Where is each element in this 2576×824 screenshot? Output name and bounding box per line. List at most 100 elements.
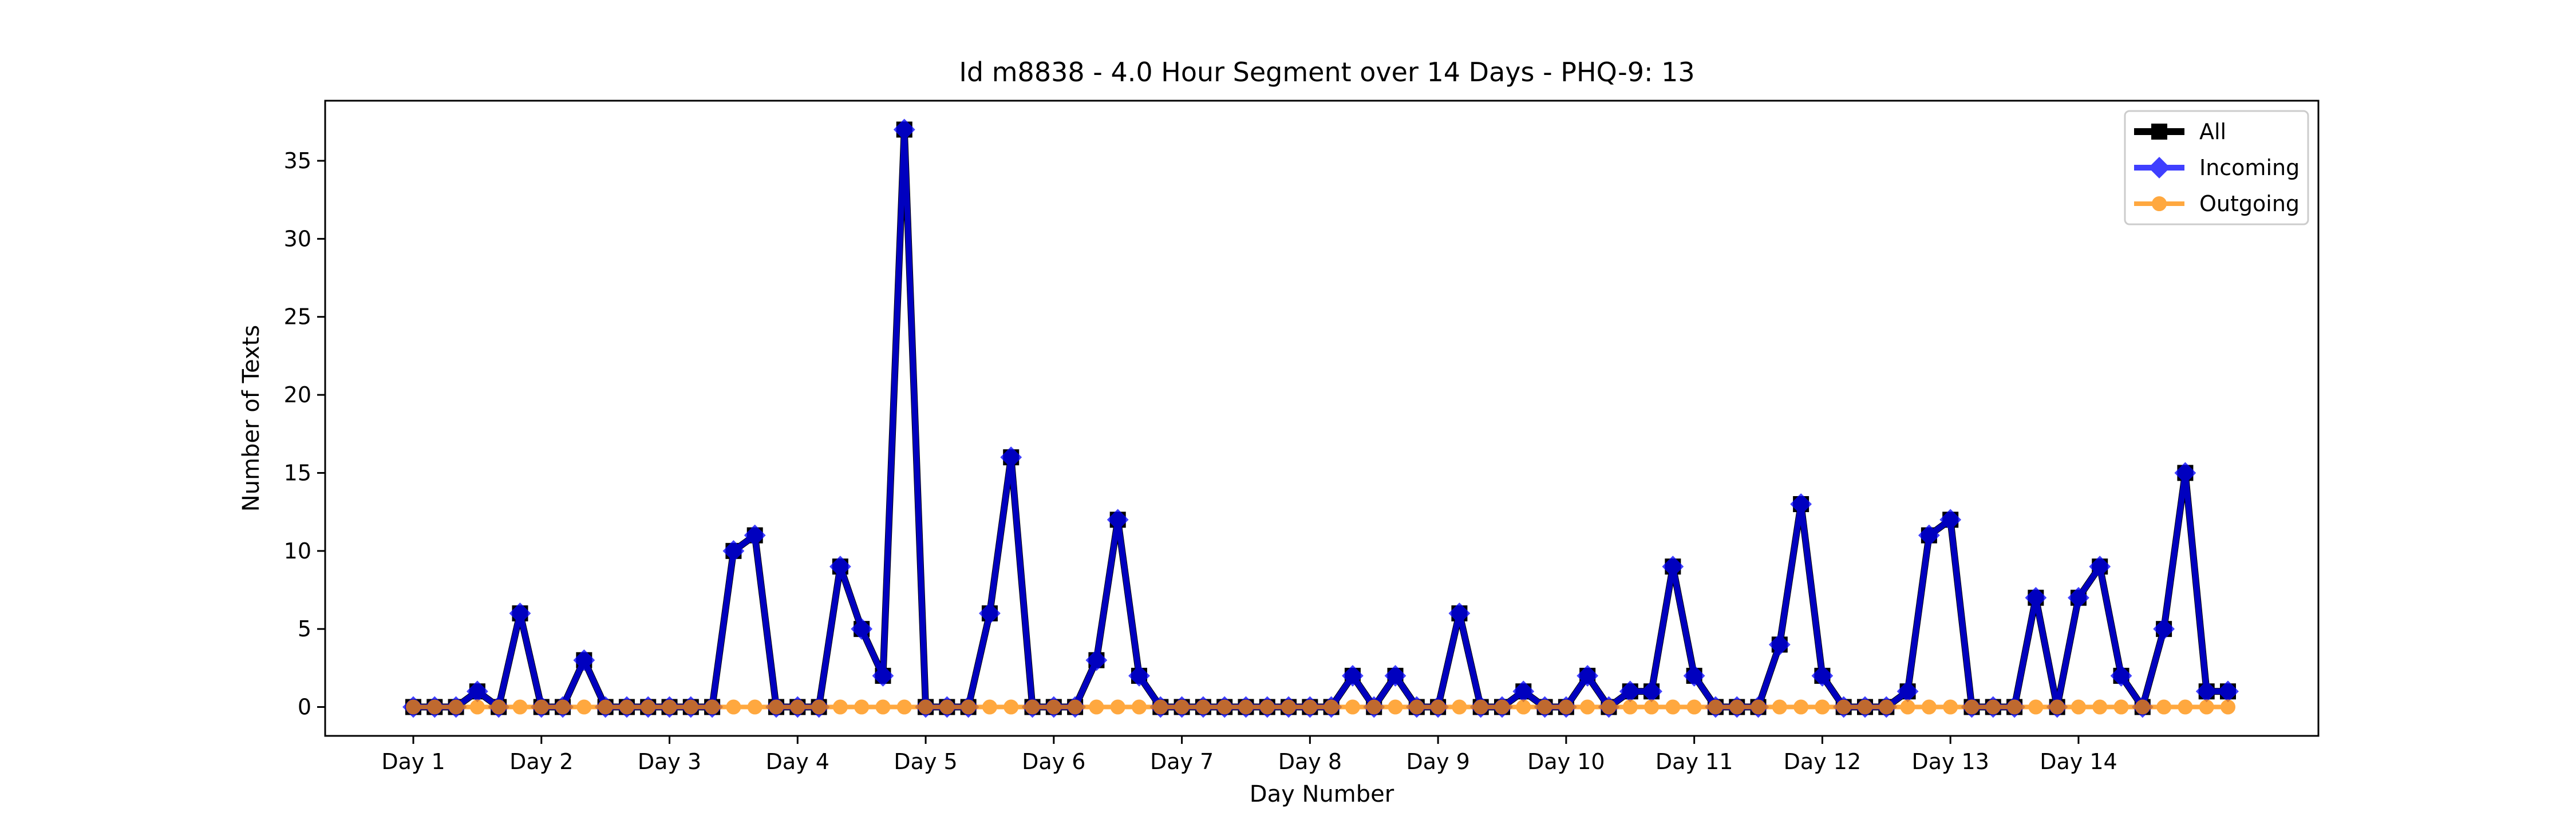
data-point-incoming — [1342, 665, 1364, 687]
data-point-outgoing — [1174, 699, 1190, 715]
x-tick-label: Day 4 — [766, 749, 829, 774]
data-point-outgoing — [769, 699, 784, 715]
data-point-outgoing — [491, 699, 507, 715]
data-point-outgoing — [1772, 699, 1787, 715]
data-point-outgoing — [726, 699, 741, 715]
data-point-outgoing — [1195, 699, 1211, 715]
data-point-incoming — [509, 602, 531, 624]
data-point-outgoing — [1217, 699, 1232, 715]
data-point-outgoing — [896, 699, 912, 715]
data-point-outgoing — [1452, 699, 1467, 715]
data-point-outgoing — [1516, 699, 1531, 715]
x-tick-label: Day 13 — [1911, 749, 1989, 774]
data-point-outgoing — [2071, 699, 2086, 715]
y-tick-label: 30 — [284, 226, 311, 251]
x-tick-label: Day 7 — [1150, 749, 1214, 774]
data-point-outgoing — [961, 699, 976, 715]
data-point-incoming — [1000, 446, 1022, 469]
data-point-outgoing — [2199, 699, 2214, 715]
x-tick-label: Day 5 — [894, 749, 957, 774]
data-point-incoming — [1790, 493, 1812, 515]
data-point-outgoing — [2156, 699, 2172, 715]
data-point-outgoing — [1473, 699, 1488, 715]
x-tick-label: Day 11 — [1656, 749, 1733, 774]
data-point-outgoing — [1366, 699, 1382, 715]
data-point-incoming — [1448, 602, 1471, 624]
data-point-outgoing — [1345, 699, 1360, 715]
data-point-outgoing — [2178, 699, 2193, 715]
data-point-incoming — [744, 524, 766, 546]
data-point-outgoing — [1729, 699, 1745, 715]
data-point-outgoing — [918, 699, 934, 715]
data-point-incoming — [573, 649, 595, 671]
data-point-outgoing — [512, 699, 528, 715]
x-tick-label: Day 12 — [1784, 749, 1861, 774]
data-point-outgoing — [1815, 699, 1830, 715]
legend-swatch-all — [2134, 124, 2184, 140]
data-point-outgoing — [2028, 699, 2044, 715]
data-point-outgoing — [1132, 699, 1147, 715]
data-point-outgoing — [1003, 699, 1019, 715]
plot-frame — [324, 100, 2320, 737]
data-point-outgoing — [705, 699, 720, 715]
data-point-outgoing — [1025, 699, 1040, 715]
x-tick-label: Day 8 — [1278, 749, 1342, 774]
data-point-outgoing — [1943, 699, 1958, 715]
data-point-incoming — [2068, 587, 2089, 609]
data-point-outgoing — [747, 699, 762, 715]
data-point-outgoing — [641, 699, 656, 715]
data-point-incoming — [2025, 587, 2047, 609]
data-point-outgoing — [469, 699, 485, 715]
legend-swatch-incoming — [2134, 157, 2184, 179]
data-point-outgoing — [1409, 699, 1424, 715]
data-point-outgoing — [427, 699, 442, 715]
data-point-outgoing — [2049, 699, 2065, 715]
data-point-incoming — [1683, 665, 1705, 687]
data-point-incoming — [979, 602, 1001, 624]
data-point-outgoing — [1921, 699, 1937, 715]
data-point-outgoing — [1985, 699, 2001, 715]
data-point-outgoing — [2221, 699, 2235, 715]
y-tick-label: 20 — [284, 382, 311, 407]
legend: All Incoming Outgoing — [2124, 110, 2309, 225]
data-point-outgoing — [1879, 699, 1894, 715]
data-point-outgoing — [576, 699, 592, 715]
y-tick-label: 5 — [298, 616, 311, 641]
data-point-incoming — [2089, 556, 2111, 578]
x-tick-label: Day 6 — [1022, 749, 1085, 774]
data-point-incoming — [2174, 462, 2196, 484]
data-point-outgoing — [1708, 699, 1723, 715]
data-point-incoming — [829, 556, 851, 578]
data-point-outgoing — [1259, 699, 1275, 715]
chart-title: Id m8838 - 4.0 Hour Segment over 14 Days… — [959, 57, 1694, 88]
data-point-outgoing — [854, 699, 870, 715]
y-axis-label: Number of Texts — [238, 325, 264, 512]
y-tick-label: 0 — [298, 695, 311, 720]
y-tick-label: 10 — [284, 538, 311, 564]
x-tick-label: Day 2 — [509, 749, 573, 774]
data-point-outgoing — [1281, 699, 1297, 715]
data-point-outgoing — [1558, 699, 1574, 715]
data-point-outgoing — [448, 699, 464, 715]
data-point-outgoing — [1302, 699, 1318, 715]
x-axis-label: Day Number — [1250, 781, 1394, 807]
data-point-outgoing — [662, 699, 677, 715]
data-point-outgoing — [939, 699, 955, 715]
data-point-outgoing — [406, 699, 421, 715]
x-tick-label: Day 14 — [2040, 749, 2117, 774]
legend-marker-incoming — [2148, 157, 2170, 179]
data-point-outgoing — [1644, 699, 1660, 715]
data-point-outgoing — [1622, 699, 1638, 715]
legend-box — [2124, 110, 2309, 225]
data-point-outgoing — [1431, 699, 1446, 715]
data-point-incoming — [872, 665, 894, 687]
data-point-outgoing — [790, 699, 805, 715]
data-point-outgoing — [1665, 699, 1681, 715]
data-point-outgoing — [1537, 699, 1552, 715]
legend-marker-outgoing — [2152, 196, 2167, 211]
data-point-outgoing — [1388, 699, 1403, 715]
data-point-outgoing — [555, 699, 571, 715]
data-point-outgoing — [2135, 699, 2150, 715]
data-point-outgoing — [598, 699, 613, 715]
